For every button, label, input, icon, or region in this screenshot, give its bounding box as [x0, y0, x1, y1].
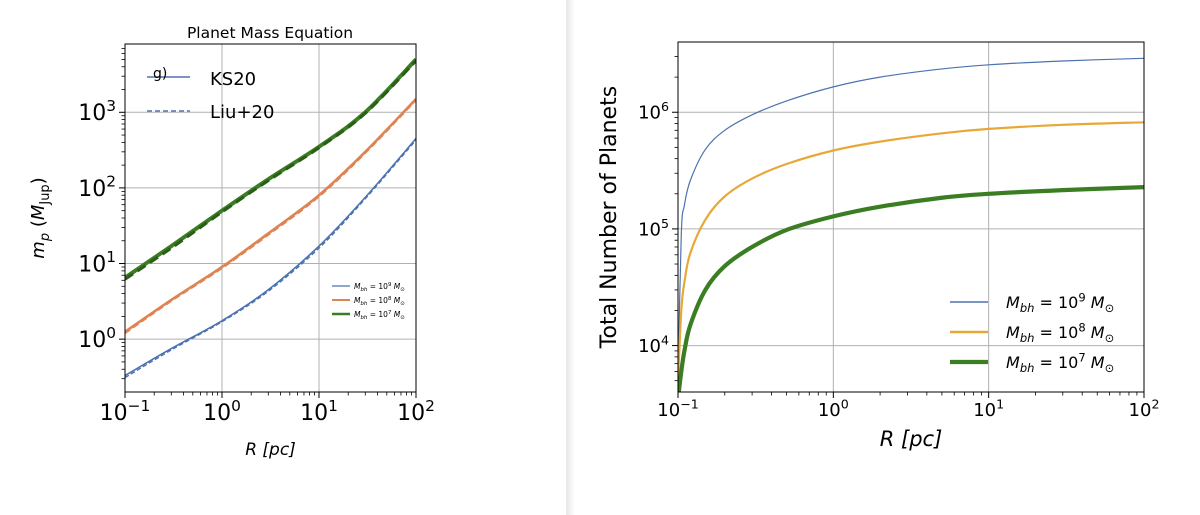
left-chart-panel: 10−1 100 101 102 100 101 102 103 R [pc] Planet Ma… [0, 0, 568, 515]
x-tick-label-2: 101 [973, 396, 1004, 421]
style-legend-label-liu20: Liu+20 [210, 102, 274, 123]
mass-legend-label-1: Mbh = 108 M⊙ [354, 296, 405, 307]
style-legend: g) KS20 Liu+20 [147, 66, 274, 123]
style-legend-label-ks20: KS20 [210, 69, 256, 90]
mass-legend-label-1: Mbh = 108 M⊙ [1006, 320, 1114, 345]
y-axis-label: Total Number of Planets [597, 86, 622, 349]
mass-legend: Mbh = 109 M⊙ Mbh = 108 M⊙ Mbh = 107 M⊙ [950, 290, 1114, 375]
mass-legend-label-2: Mbh = 107 M⊙ [1006, 350, 1114, 375]
x-axis-label: R [pc] [245, 440, 296, 460]
right-chart-panel: 10−1 100 101 102 104 105 106 R [pc] Total Number… [574, 0, 1200, 515]
series-group [678, 57, 1144, 392]
x-tick-label-1: 100 [818, 396, 849, 421]
panel-label: g) [153, 66, 167, 82]
plot-frame [124, 43, 417, 393]
total-planets-chart: 10−1 100 101 102 104 105 106 R [pc] Total Number… [597, 41, 1160, 451]
y-tick-label-3: 103 [78, 97, 116, 126]
series-line-5 [125, 59, 416, 281]
plot-frame [677, 41, 1145, 393]
series-line-3 [125, 99, 416, 334]
mass-legend: Mbh = 109 M⊙ Mbh = 108 M⊙ Mbh = 107 M⊙ [332, 282, 405, 321]
x-tick-label-1: 100 [203, 397, 241, 426]
series-group [125, 58, 416, 379]
planet-mass-chart: 10−1 100 101 102 100 101 102 103 R [pc] Planet Ma… [28, 24, 435, 460]
series-line-0 [125, 137, 416, 377]
mass-legend-label-2: Mbh = 107 M⊙ [354, 310, 405, 321]
x-tick-label-0: 10−1 [100, 397, 151, 426]
series-line-1 [678, 121, 1144, 381]
series-line-0 [678, 57, 1144, 381]
chart-title: Planet Mass Equation [187, 24, 353, 42]
x-tick-label-3: 102 [397, 397, 435, 426]
y-tick-label-2: 106 [638, 99, 669, 124]
panel-divider [566, 0, 576, 515]
mass-legend-label-0: Mbh = 109 M⊙ [354, 282, 405, 293]
y-tick-label-2: 102 [78, 173, 116, 202]
mass-legend-label-0: Mbh = 109 M⊙ [1006, 290, 1114, 315]
y-tick-label-0: 104 [638, 332, 669, 357]
y-axis-label: mp (MJup) [28, 177, 53, 258]
x-tick-label-3: 102 [1129, 396, 1160, 421]
series-line-1 [125, 139, 416, 379]
x-tick-label-2: 101 [300, 397, 338, 426]
y-tick-label-1: 101 [78, 248, 116, 277]
x-axis-label: R [pc] [880, 427, 943, 451]
y-tick-label-0: 100 [78, 324, 116, 353]
x-tick-label-0: 10−1 [657, 396, 698, 421]
series-line-2 [678, 185, 1144, 392]
series-line-4 [125, 58, 416, 280]
y-tick-label-1: 105 [638, 216, 669, 241]
